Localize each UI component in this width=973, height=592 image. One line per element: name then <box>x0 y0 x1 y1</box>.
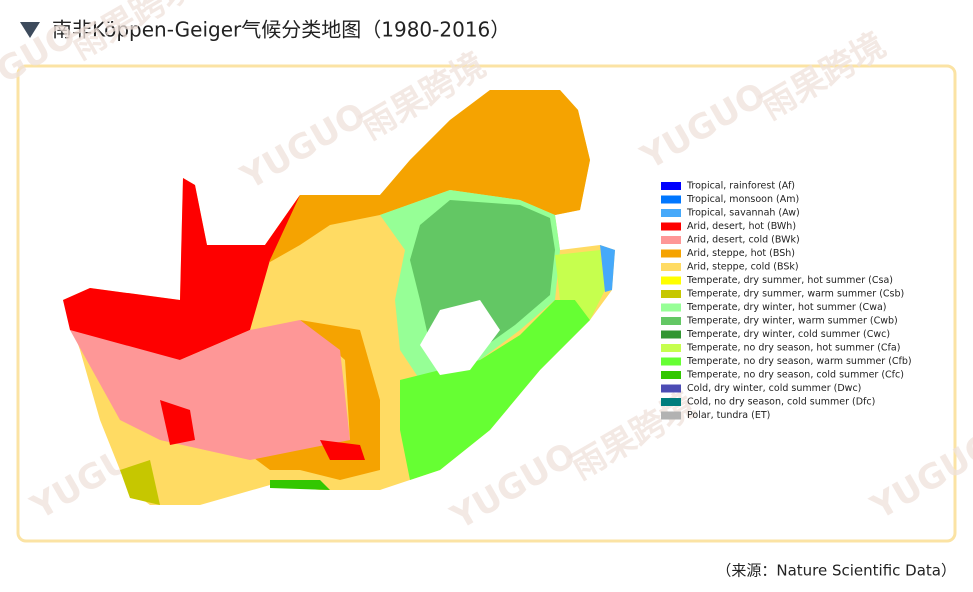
climate-region <box>120 460 160 505</box>
legend-swatch <box>661 317 681 325</box>
legend-swatch <box>661 344 681 352</box>
legend-label: Temperate, no dry season, cold summer (C… <box>686 370 904 381</box>
climate-region <box>63 178 300 360</box>
legend-label: Cold, dry winter, cold summer (Dwc) <box>687 383 861 394</box>
legend-swatch <box>661 384 681 393</box>
climate-region <box>320 440 365 460</box>
title: 南非Köppen-Geiger气候分类地图（1980-2016） <box>52 18 510 42</box>
legend-swatch <box>661 371 681 379</box>
watermark-text: 雨果跨境 <box>565 385 703 488</box>
climate-map <box>63 90 615 505</box>
legend-label: Temperate, dry winter, warm summer (Cwb) <box>686 316 898 327</box>
climate-region <box>400 300 590 480</box>
legend-label: Temperate, no dry season, hot summer (Cf… <box>686 343 900 354</box>
climate-region <box>70 320 350 460</box>
legend-swatch <box>661 290 681 298</box>
legend-label: Tropical, rainforest (Af) <box>686 181 795 192</box>
legend-label: Temperate, dry summer, warm summer (Csb) <box>686 289 904 300</box>
legend-label: Cold, no dry season, cold summer (Dfc) <box>687 397 875 408</box>
legend-swatch <box>661 398 681 406</box>
lesotho <box>420 300 500 375</box>
legend-swatch <box>661 357 681 366</box>
frame <box>16 64 957 543</box>
climate-region <box>270 480 330 490</box>
legend-swatch <box>661 303 681 312</box>
watermark-text: 雨果跨境 <box>755 25 893 128</box>
climate-region <box>265 90 590 262</box>
legend-label: Tropical, monsoon (Am) <box>686 194 799 205</box>
watermark-text: YUGUO <box>864 425 973 528</box>
legend-swatch <box>661 195 681 204</box>
legend-label: Arid, steppe, hot (BSh) <box>687 248 795 259</box>
legend-swatch <box>661 182 681 190</box>
legend-label: Arid, desert, hot (BWh) <box>687 221 796 232</box>
watermark-text: YUGUO <box>634 75 773 178</box>
legend-swatch <box>661 330 681 339</box>
legend-label: Temperate, dry winter, hot summer (Cwa) <box>686 302 887 313</box>
legend-swatch <box>661 236 681 244</box>
legend: Tropical, rainforest (Af) Tropical, monso… <box>661 181 912 421</box>
legend-label: Arid, desert, cold (BWk) <box>687 235 800 246</box>
legend-swatch <box>661 276 681 285</box>
legend-label: Temperate, dry winter, cold summer (Cwc) <box>686 329 890 340</box>
legend-label: Polar, tundra (ET) <box>687 410 770 421</box>
legend-label: Arid, steppe, cold (BSk) <box>687 262 799 273</box>
source: （来源：Nature Scientific Data） <box>716 562 956 580</box>
legend-swatch <box>661 222 681 231</box>
legend-swatch <box>661 249 681 258</box>
climate-region <box>555 250 605 320</box>
legend-swatch <box>661 411 681 420</box>
legend-label: Temperate, no dry season, warm summer (C… <box>686 356 912 367</box>
title-icon <box>20 22 40 38</box>
legend-label: Tropical, savannah (Aw) <box>686 208 800 219</box>
watermark-text: YUGUO <box>234 95 373 198</box>
climate-region <box>600 245 615 292</box>
legend-swatch <box>661 263 681 271</box>
legend-swatch <box>661 209 681 217</box>
legend-label: Temperate, dry summer, hot summer (Csa) <box>686 275 893 286</box>
climate-region <box>160 400 195 445</box>
